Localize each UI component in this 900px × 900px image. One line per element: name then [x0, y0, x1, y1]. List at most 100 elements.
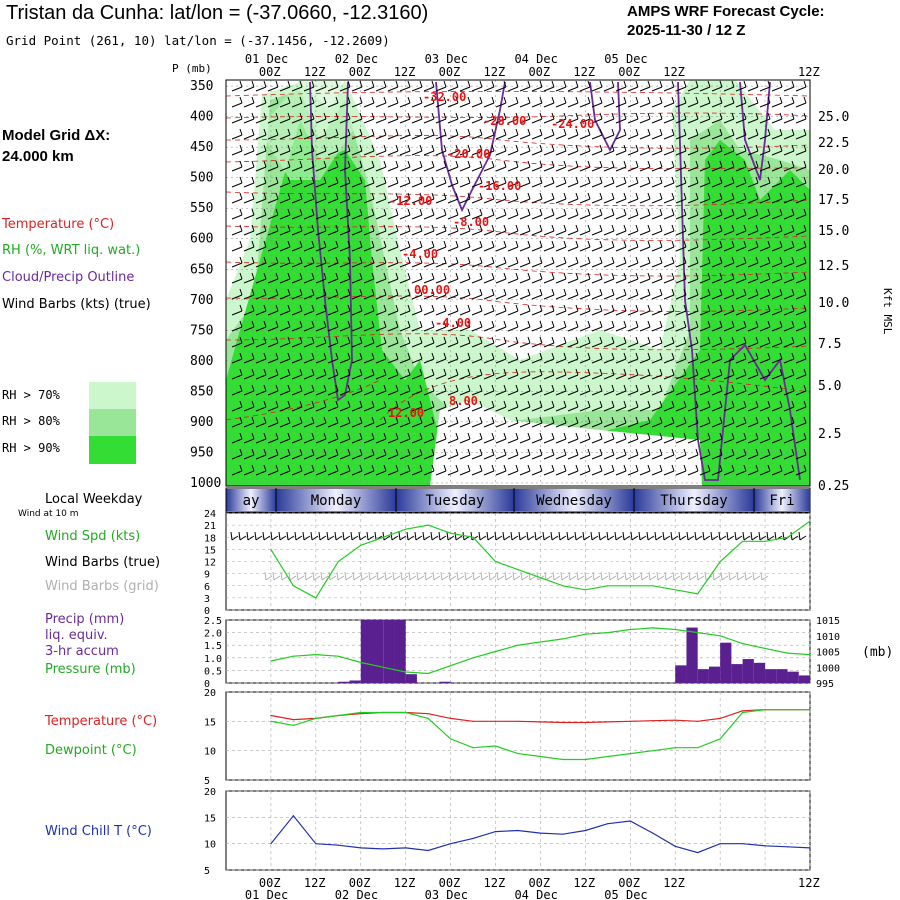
wind-barb [243, 320, 255, 332]
temperature-tick-label: 20 [204, 688, 216, 699]
surface-wind-barb [382, 531, 391, 541]
wind-barb [315, 464, 327, 476]
weekday-cell [396, 489, 514, 511]
wind-barb [579, 208, 591, 220]
wind-barb [435, 128, 447, 140]
wind-barb [243, 160, 255, 172]
wind-barb [363, 144, 375, 156]
wind-barb [267, 160, 279, 172]
wind-speed-tick-label: 6 [204, 582, 210, 593]
wind-barb [651, 160, 663, 172]
wind-barb [567, 432, 579, 444]
wind-barb [387, 288, 399, 300]
wind-barb [759, 256, 771, 268]
wind-barb [699, 128, 711, 140]
wind-barb [339, 112, 351, 124]
wind-barb [651, 448, 663, 460]
wind-barb [387, 432, 399, 444]
wind-barb [687, 144, 699, 156]
wind-barb [375, 352, 387, 364]
wind-barb [711, 400, 723, 412]
wind-height-label: Wind at 10 m [18, 509, 79, 519]
wind-barb [591, 112, 603, 124]
weekday-name: ay [243, 493, 260, 509]
wind-barb [723, 400, 735, 412]
wind-chill-tick-label: 5 [204, 866, 210, 877]
wind-barb [303, 464, 315, 476]
wind-barb [795, 416, 807, 428]
wind-barb [663, 256, 675, 268]
wind-barb [375, 192, 387, 204]
wind-barb [471, 144, 483, 156]
wind-barb [243, 192, 255, 204]
wind-barb [783, 208, 795, 220]
wind-barb [747, 112, 759, 124]
wind-barb [387, 304, 399, 316]
wind-barb [627, 112, 639, 124]
temperature-line-point [652, 720, 654, 722]
wind-barb [327, 336, 339, 348]
wind-barb [387, 352, 399, 364]
dewpoint-line-point [315, 717, 317, 720]
wind-barb [615, 352, 627, 364]
wind-barb [687, 288, 699, 300]
wind-barb [771, 176, 783, 188]
legend-rh90-swatch [89, 436, 136, 464]
wind-barb [603, 304, 615, 316]
wind-barb [771, 272, 783, 284]
wind-barb [495, 160, 507, 172]
dewpoint-line-point [584, 758, 586, 761]
precip-bar [439, 681, 451, 683]
wind-barb [315, 352, 327, 364]
wind-barb [699, 368, 711, 380]
wind-barb [771, 368, 783, 380]
wind-barb [723, 336, 735, 348]
wind-barb [591, 224, 603, 236]
wind-barb [495, 112, 507, 124]
wind-barb [387, 208, 399, 220]
wind-barb [795, 112, 807, 124]
wind-barb [783, 128, 795, 140]
wind-barb [759, 400, 771, 412]
wind-barb [363, 192, 375, 204]
wind-barb [519, 208, 531, 220]
wind-barb [483, 112, 495, 124]
wind-barb [495, 224, 507, 236]
surface-wind-barb [406, 531, 415, 541]
wind-barb [567, 448, 579, 460]
wind-barb [603, 208, 615, 220]
wind-barb [771, 192, 783, 204]
wind-barb [411, 144, 423, 156]
wind-barb [399, 208, 411, 220]
wind-barb [459, 448, 471, 460]
panel-frame [225, 691, 811, 781]
wind-barb [699, 352, 711, 364]
wind-barb [639, 352, 651, 364]
wind-barb [387, 176, 399, 188]
grid-wind-barb [488, 571, 497, 581]
weekday-cell [226, 489, 276, 511]
surface-wind-barb [398, 531, 407, 541]
wind-barb [783, 336, 795, 348]
wind-barb [315, 96, 327, 108]
wind-barb [447, 464, 459, 476]
wind-barb [747, 432, 759, 444]
wind-barb [447, 272, 459, 284]
wind-barb [615, 448, 627, 460]
wind-barb [687, 256, 699, 268]
wind-barb [483, 224, 495, 236]
wind-barb [795, 80, 807, 92]
wind-barb [447, 80, 459, 92]
wind-barb [675, 368, 687, 380]
wind-barb [735, 176, 747, 188]
wind-barb [483, 416, 495, 428]
wind-barb [303, 160, 315, 172]
wind-barb [639, 176, 651, 188]
grid-wind-barb [504, 571, 513, 581]
wind-barb [555, 304, 567, 316]
wind-barb [639, 304, 651, 316]
dewpoint-line-point [652, 750, 654, 752]
wind-barb [351, 144, 363, 156]
wind-barb [351, 224, 363, 236]
